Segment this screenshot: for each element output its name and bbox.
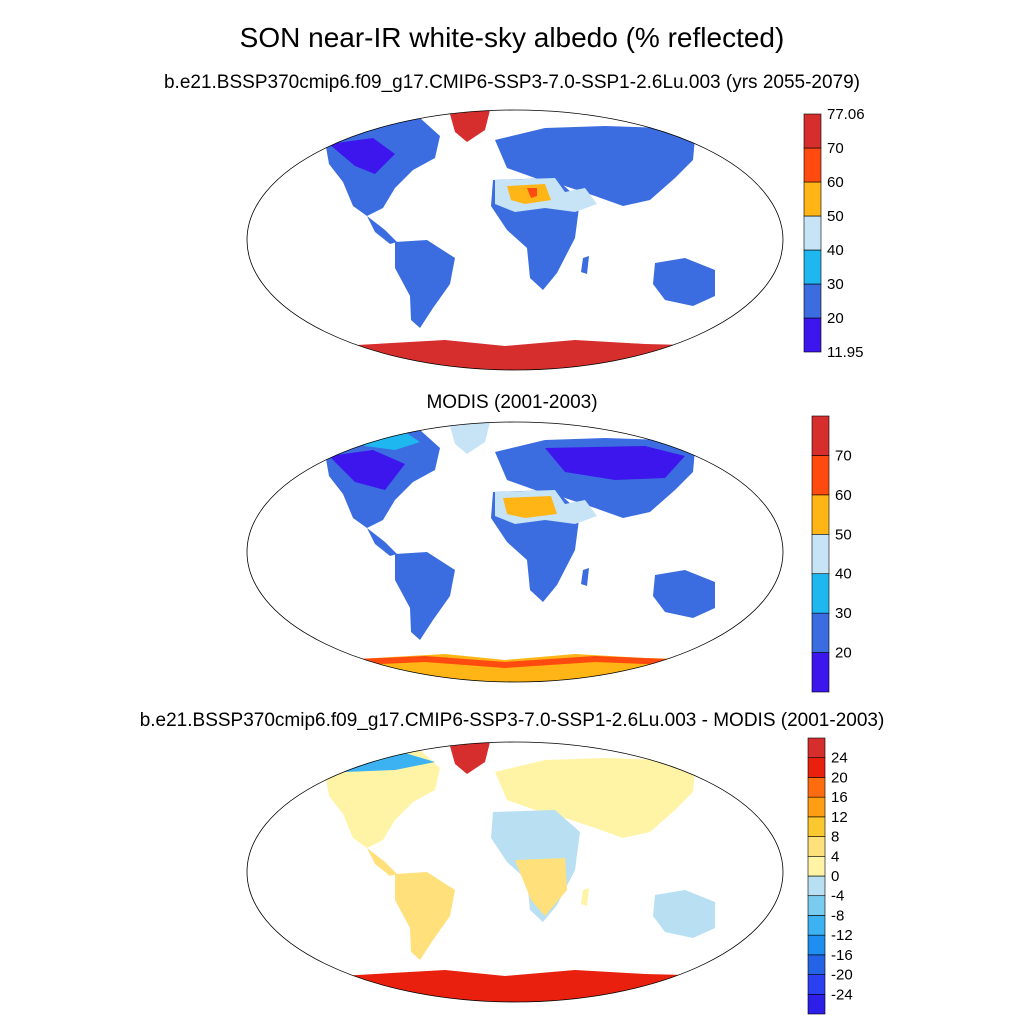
south-america — [395, 872, 455, 960]
sahara-bright — [507, 184, 551, 204]
colorbar-label: 40 — [835, 566, 852, 583]
map-modis-albedo — [246, 421, 784, 683]
colorbar-segment — [807, 855, 826, 877]
colorbar-segment — [811, 573, 830, 614]
colorbar-segment — [807, 836, 826, 857]
colorbar-label: -16 — [831, 947, 853, 964]
greenland — [450, 742, 490, 774]
antarctica — [247, 970, 783, 1002]
north-america-east — [329, 138, 395, 174]
colorbar-label: 11.95 — [827, 344, 863, 361]
colorbar-segment — [807, 954, 826, 975]
central-america — [367, 216, 397, 244]
colorbar-segment — [803, 215, 822, 251]
colorbar-label: -24 — [831, 986, 853, 1003]
greenland — [450, 110, 490, 142]
colorbar-segment — [803, 249, 822, 285]
figure-title: SON near-IR white-sky albedo (% reflecte… — [239, 22, 785, 53]
colorbar-label: 70 — [835, 447, 852, 464]
colorbar-modis: 70 60 50 40 30 20 — [811, 415, 852, 693]
colorbar-segment — [807, 974, 826, 995]
colorbar-label: 50 — [835, 526, 852, 543]
madagascar — [581, 256, 589, 274]
colorbar-segment — [811, 415, 830, 456]
africa-south — [515, 858, 567, 916]
colorbar-label: 20 — [831, 769, 848, 786]
colorbar-segment — [807, 757, 826, 778]
colorbar-label: 70 — [827, 140, 844, 157]
south-america — [395, 552, 455, 640]
australia — [653, 570, 715, 618]
colorbar-label: 50 — [827, 208, 844, 225]
australia — [653, 890, 715, 938]
colorbar-segment — [807, 737, 826, 759]
colorbar-label: 30 — [827, 276, 844, 293]
colorbar-segment — [811, 455, 830, 496]
colorbar-segment — [807, 915, 826, 936]
colorbar-label: 12 — [831, 809, 848, 826]
colorbar-difference: 24 20 16 12 8 4 0 -4 -8 -12 -16 -20 -24 — [807, 737, 853, 1015]
map-difference — [246, 741, 784, 1003]
madagascar — [581, 568, 589, 586]
colorbar-label: 40 — [827, 242, 844, 259]
land-fill — [247, 110, 783, 370]
colorbar-segment — [811, 494, 830, 535]
colorbar-label: -4 — [831, 888, 844, 905]
panel-3-subtitle: b.e21.BSSP370cmip6.f09_g17.CMIP6-SSP3-7.… — [139, 710, 885, 731]
colorbar-segment — [807, 777, 826, 798]
madagascar — [581, 888, 589, 906]
colorbar-label: -20 — [831, 967, 853, 984]
colorbar-segment — [803, 147, 822, 183]
colorbar-segment — [811, 533, 830, 575]
colorbar-label: -12 — [831, 927, 853, 944]
colorbar-label: 8 — [831, 829, 839, 846]
colorbar-label: 20 — [835, 645, 852, 662]
colorbar-label: 30 — [835, 605, 852, 622]
colorbar-segment — [807, 993, 826, 1015]
australia — [653, 258, 715, 306]
colorbar-label: -8 — [831, 907, 844, 924]
sahara-bright — [503, 496, 557, 518]
colorbar-label: 0 — [831, 868, 839, 885]
panel-1-subtitle: b.e21.BSSP370cmip6.f09_g17.CMIP6-SSP3-7.… — [163, 72, 861, 93]
colorbar-segment — [803, 317, 822, 353]
colorbar-segment — [807, 875, 826, 897]
central-america — [367, 848, 397, 876]
eurasia — [495, 126, 695, 206]
colorbar-segment — [807, 895, 826, 916]
colorbar-segment — [803, 283, 822, 319]
colorbar-segment — [803, 181, 822, 217]
colorbar-model: 77.06 70 60 50 40 30 20 11.95 — [803, 106, 865, 361]
north-america — [323, 750, 440, 848]
panel-2-subtitle: MODIS (2001-2003) — [426, 392, 598, 413]
colorbar-label: 77.06 — [827, 106, 865, 123]
colorbar-segment — [803, 113, 822, 149]
map-frame — [246, 421, 784, 683]
colorbar-label: 4 — [831, 848, 839, 865]
siberia — [545, 446, 685, 480]
north-america-east — [329, 450, 405, 490]
colorbar-label: 60 — [827, 174, 844, 191]
colorbar-segment — [807, 934, 826, 956]
map-model-albedo — [246, 109, 784, 371]
sahara-red — [527, 188, 537, 198]
colorbar-label: 16 — [831, 789, 848, 806]
colorbar-label: 20 — [827, 310, 844, 327]
colorbar-segment — [811, 612, 830, 653]
central-america — [367, 528, 397, 556]
south-america — [395, 240, 455, 328]
map-frame — [246, 109, 784, 371]
colorbar-label: 24 — [831, 750, 848, 767]
colorbar-segment — [811, 652, 830, 693]
antarctica-coast — [335, 656, 695, 668]
colorbar-label: 60 — [835, 487, 852, 504]
colorbar-segment — [807, 796, 826, 818]
colorbar-segment — [807, 816, 826, 837]
greenland — [450, 422, 490, 454]
eurasia — [495, 758, 695, 838]
map-frame — [246, 741, 784, 1003]
